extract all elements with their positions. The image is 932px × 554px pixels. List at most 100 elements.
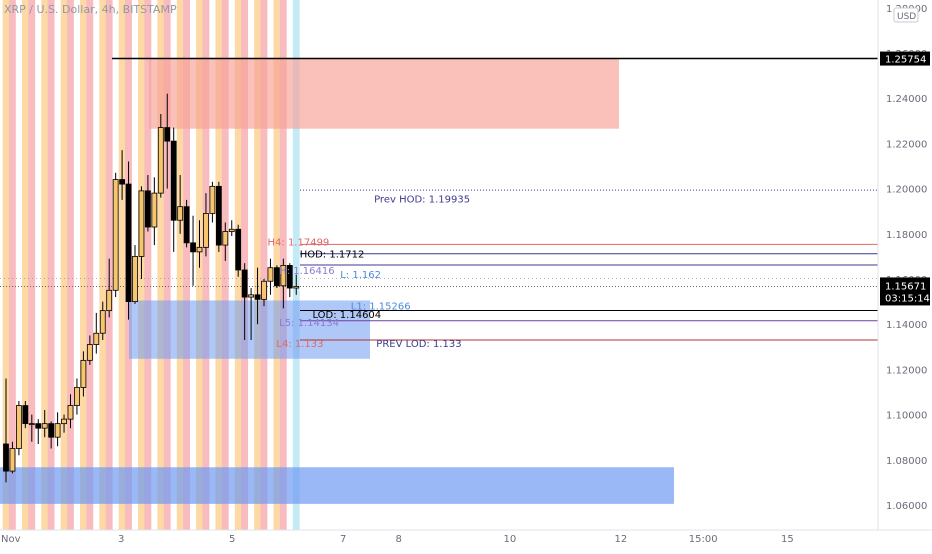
x-tick-label: 8 <box>396 534 402 545</box>
price-tag-1-25754: 1.25754 <box>885 55 926 66</box>
session-stripe <box>9 0 16 530</box>
l5-label: L5: 1.14134 <box>279 318 339 329</box>
candle-body[interactable] <box>132 255 138 302</box>
y-tick-label: 1.08000 <box>886 456 927 467</box>
session-stripe <box>292 0 300 530</box>
candle-body[interactable] <box>48 423 55 438</box>
session-stripe <box>202 0 210 530</box>
candle-body[interactable] <box>248 294 255 298</box>
session-stripe <box>28 0 36 530</box>
candle-body[interactable] <box>209 185 216 214</box>
x-tick-label: 12 <box>615 534 628 545</box>
lod-label: LOD: 1.14604 <box>312 310 381 321</box>
h-label: H: 1.16416 <box>279 266 334 277</box>
candle-body[interactable] <box>9 448 16 472</box>
candle-body[interactable] <box>280 265 287 287</box>
x-tick-label: 15 <box>781 534 794 545</box>
session-stripe <box>67 0 74 530</box>
candle-body[interactable] <box>15 405 22 449</box>
session-stripe <box>80 0 87 530</box>
candle-body[interactable] <box>183 206 190 244</box>
session-stripe <box>21 0 29 530</box>
prev-hod-label: Prev HOD: 1.19935 <box>374 195 470 206</box>
candle-body[interactable] <box>3 443 9 472</box>
candle-body[interactable] <box>106 289 113 312</box>
session-stripe <box>273 0 281 530</box>
price-tag-bg <box>880 277 930 306</box>
price-tag-bg <box>880 51 930 66</box>
candle-body[interactable] <box>125 183 132 302</box>
session-stripe <box>60 0 68 530</box>
candle-body[interactable] <box>67 405 74 420</box>
candle-body[interactable] <box>170 140 177 221</box>
price-tag-current: 1.15671 <box>885 281 926 292</box>
session-stripe <box>99 0 107 530</box>
candle-body[interactable] <box>80 359 87 388</box>
candle-body[interactable] <box>254 294 261 300</box>
candle-body[interactable] <box>93 332 100 345</box>
candle-body[interactable] <box>215 185 222 246</box>
candle-body[interactable] <box>54 423 61 438</box>
h4-label: H4: 1.17499 <box>268 238 330 249</box>
candle-body[interactable] <box>41 423 48 429</box>
candle-body[interactable] <box>273 267 280 287</box>
candle-body[interactable] <box>177 206 184 221</box>
session-stripe <box>163 0 171 530</box>
candle-body[interactable] <box>293 286 300 289</box>
candle-body[interactable] <box>228 228 235 232</box>
candle-body[interactable] <box>286 265 293 289</box>
session-stripe <box>86 0 94 530</box>
y-tick-label: 1.22000 <box>886 139 927 150</box>
currency-badge[interactable] <box>893 7 919 23</box>
countdown-label: 03:15:14 <box>885 293 930 304</box>
candle-body[interactable] <box>261 280 267 300</box>
y-tick-label: 1.12000 <box>886 365 927 376</box>
y-tick-label: 1.06000 <box>886 501 927 512</box>
session-stripe <box>144 0 152 530</box>
candle-body[interactable] <box>119 179 125 185</box>
candle-body[interactable] <box>164 127 171 142</box>
hod-label: HOD: 1.1712 <box>300 250 365 261</box>
session-stripe <box>260 0 268 530</box>
y-tick-label: 1.14000 <box>886 320 927 331</box>
candle-body[interactable] <box>151 192 158 228</box>
price-axis-bg <box>878 0 932 530</box>
candle-body[interactable] <box>144 190 151 228</box>
candle-body[interactable] <box>22 405 29 425</box>
x-tick-label: 7 <box>340 534 346 545</box>
candle-body[interactable] <box>86 344 93 361</box>
candle-body[interactable] <box>203 213 209 248</box>
candle-body[interactable] <box>241 269 248 298</box>
candle-body[interactable] <box>28 423 35 426</box>
candle-body[interactable] <box>190 242 196 253</box>
candle-body[interactable] <box>196 246 203 253</box>
session-stripe <box>2 0 10 530</box>
candle-body[interactable] <box>157 127 164 194</box>
candle-body[interactable] <box>35 423 42 429</box>
session-stripe <box>118 0 126 530</box>
x-tick-label: Nov <box>1 534 21 545</box>
session-stripe <box>215 0 223 530</box>
candle-body[interactable] <box>235 228 242 271</box>
candle-body[interactable] <box>99 310 106 334</box>
candle-body[interactable] <box>267 267 274 282</box>
candle-body[interactable] <box>74 387 80 406</box>
candle-body[interactable] <box>138 190 145 257</box>
session-stripe <box>176 0 184 530</box>
y-tick-label: 1.10000 <box>886 411 927 422</box>
x-tick-label: 5 <box>229 534 235 545</box>
resistance-zone <box>149 58 619 129</box>
x-tick-label: 3 <box>118 534 124 545</box>
candle-body[interactable] <box>112 179 119 291</box>
currency-label: USD <box>897 12 916 22</box>
y-tick-label: 1.24000 <box>886 94 927 105</box>
y-tick-label: 1.20000 <box>886 185 927 196</box>
l-label: L: 1.162 <box>340 270 381 281</box>
symbol-title: XRP / U.S. Dollar, 4h, BITSTAMP <box>4 3 177 16</box>
session-stripe <box>41 0 49 530</box>
session-stripe <box>183 0 190 530</box>
candle-body[interactable] <box>61 418 67 425</box>
candle-body[interactable] <box>222 231 229 246</box>
